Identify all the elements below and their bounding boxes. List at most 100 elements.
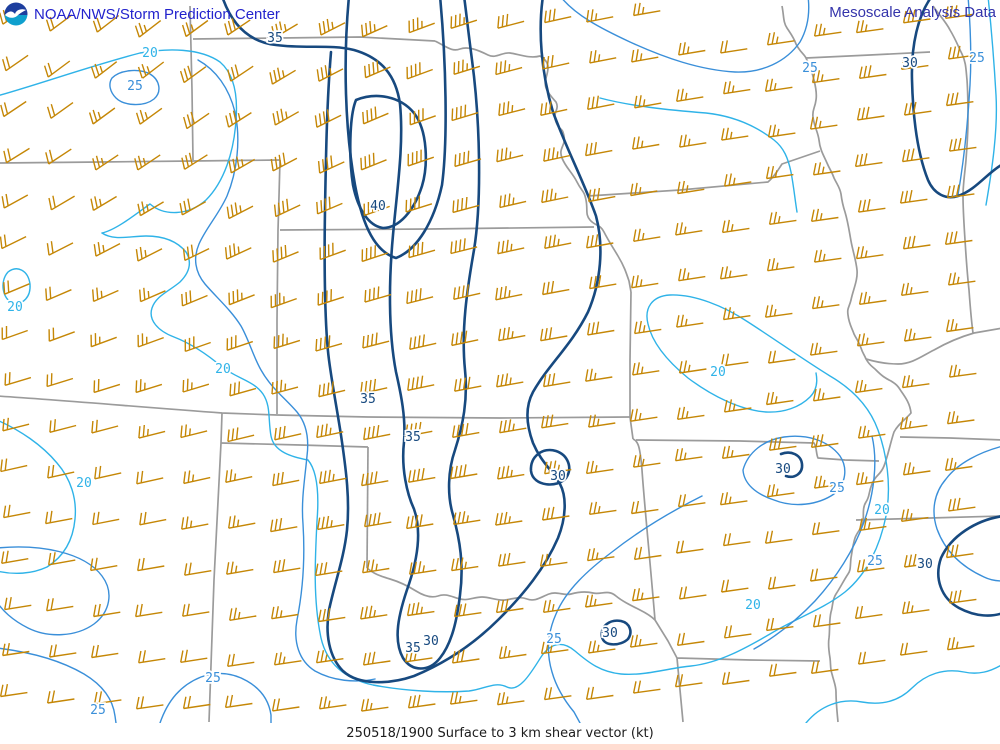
wind-barb [631,275,659,289]
wind-barb [899,416,928,430]
wind-barb [183,470,211,485]
wind-barb [0,100,27,118]
wind-barb [497,13,525,29]
page-title: NOAA/NWS/Storm Prediction Center [34,5,280,23]
wind-barb [810,434,839,448]
wind-barb [857,198,886,213]
contour-25 [753,435,876,650]
wind-barb [587,321,615,336]
wind-barb [228,156,256,174]
wind-barb [947,272,976,286]
wind-barb [137,333,164,348]
wind-barb [135,107,163,125]
wind-barb [316,196,343,215]
contour-label-30: 30 [902,56,918,71]
wind-barb [497,465,525,480]
border-ohio-river [865,327,1000,365]
wind-barb [811,296,840,310]
wind-barb [406,62,433,80]
wind-barb [676,632,705,646]
wind-barb [719,266,748,280]
wind-barb [408,467,436,483]
wind-barb [946,637,975,651]
wind-barb [273,198,301,218]
wind-barb [813,475,842,489]
contour-label-40: 40 [370,199,386,214]
wind-barb [226,335,254,351]
wind-barb [90,61,118,79]
wind-barb [409,108,436,126]
wind-barb [137,61,165,79]
wind-barb [90,333,117,348]
wind-barb [360,605,388,620]
wind-barb [499,419,527,434]
wind-barb [632,362,660,376]
state-borders [0,5,1000,723]
wind-barb [809,342,838,356]
wind-barb [496,373,524,388]
wind-barb [588,501,617,515]
wind-barb [363,425,391,441]
wind-barb [543,373,571,388]
wind-barb [810,660,839,674]
contour-label-35: 35 [360,392,376,407]
wind-barb [722,307,751,321]
wind-barb [362,559,390,574]
wind-barb [677,180,705,195]
contour-25 [547,495,703,724]
wind-barb [631,588,660,602]
wind-barb [408,17,435,34]
wind-barb [181,152,208,170]
wind-barb [179,198,207,216]
wind-barb [138,650,166,664]
wind-barb [768,663,797,677]
wind-barb [809,116,838,130]
wind-barb [274,425,302,441]
wind-barb [316,423,344,439]
contour-label-25: 25 [867,554,883,569]
contour-35 [344,0,447,260]
wind-barb [900,508,929,522]
wind-barb [270,517,298,533]
wind-barb [723,625,752,639]
wind-barb [407,694,436,709]
wind-barb [452,196,480,214]
wind-barb [364,286,392,303]
wind-barb [720,40,748,54]
wind-barb [585,368,613,382]
wind-barb [90,557,118,572]
wind-barb [588,414,616,428]
wind-barb [854,379,883,394]
wind-barb [586,548,615,562]
contour-25 [0,546,110,636]
wind-barb [45,510,73,525]
caption-bar: 250518/1900 Surface to 3 km shear vector… [0,723,1000,744]
wind-barb [318,696,347,710]
wind-barb [361,21,388,38]
wind-barb [451,649,480,664]
contour-label-35: 35 [405,641,421,656]
wind-barb [674,674,703,688]
wind-barb [721,445,750,459]
wind-barb [0,458,28,473]
wind-barb [496,692,525,706]
wind-barb [92,154,119,171]
border-ky-tn [899,436,1000,441]
wind-barb [135,603,163,618]
wind-barb [586,9,614,23]
contour-20 [0,49,238,234]
wind-barb [858,517,887,531]
wind-barb [495,60,523,76]
wind-barb [450,13,478,29]
wind-barb [1,193,29,209]
contour-35 [222,0,481,670]
wind-barb [947,45,976,60]
wind-barb [858,291,887,305]
wind-barb [544,8,572,24]
wind-barb [766,484,795,498]
wind-barb [946,411,975,425]
contour-label-25: 25 [546,632,562,647]
wind-barb [855,246,884,260]
wind-barb [406,602,435,617]
wind-barb [633,546,662,561]
